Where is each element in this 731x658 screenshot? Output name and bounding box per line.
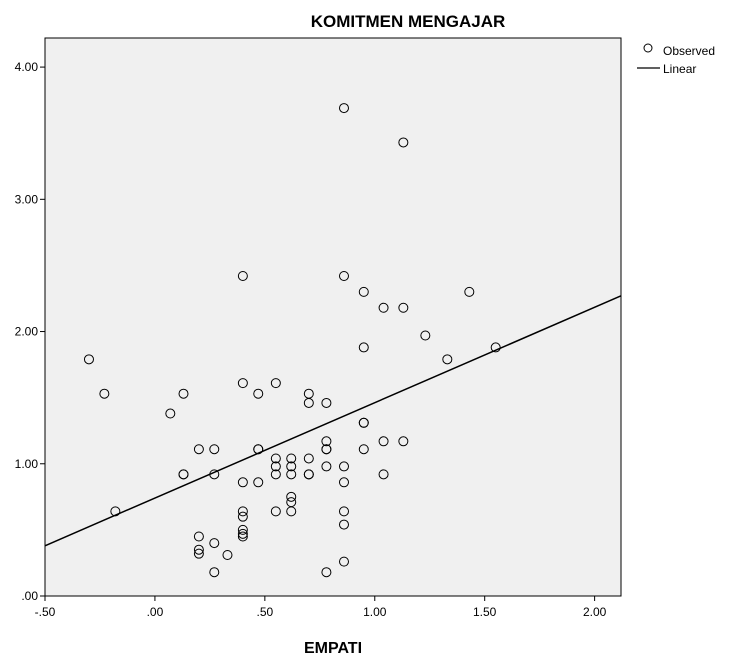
data-point (193, 444, 204, 455)
data-point (193, 544, 204, 555)
data-point (303, 453, 314, 464)
data-point (178, 388, 189, 399)
y-tick-label: 3.00 (15, 192, 39, 206)
data-point (286, 506, 297, 517)
data-point (303, 469, 314, 480)
data-point (338, 477, 349, 488)
data-point (321, 567, 332, 578)
data-point (193, 531, 204, 542)
data-point (237, 477, 248, 488)
y-tick-label: 1.00 (15, 457, 39, 471)
data-point (358, 342, 369, 353)
data-point (253, 477, 264, 488)
data-point (378, 436, 389, 447)
plot-area (44, 37, 622, 597)
data-point (398, 302, 409, 313)
data-point (286, 469, 297, 480)
y-tick-label: .00 (21, 589, 38, 603)
data-point (398, 436, 409, 447)
data-point (338, 506, 349, 517)
data-point (321, 397, 332, 408)
x-tick-label: -.50 (35, 605, 56, 619)
data-point (222, 550, 233, 561)
data-point (237, 506, 248, 517)
data-point (178, 469, 189, 480)
chart-title: KOMITMEN MENGAJAR (311, 12, 506, 31)
data-point (270, 461, 281, 472)
x-tick-label: .00 (147, 605, 164, 619)
data-point (338, 519, 349, 530)
linear-fit (44, 295, 622, 547)
legend-observed-marker-icon (643, 43, 653, 53)
data-point (237, 528, 248, 539)
data-point (358, 444, 369, 455)
data-point (338, 103, 349, 114)
data-point (321, 444, 332, 455)
data-point (209, 567, 220, 578)
data-point (209, 444, 220, 455)
data-point (338, 556, 349, 567)
x-tick-label: .50 (257, 605, 274, 619)
data-point (358, 417, 369, 428)
x-tick-label: 1.00 (363, 605, 387, 619)
regression-line (44, 295, 622, 547)
legend-linear-label: Linear (663, 62, 696, 76)
data-point (237, 511, 248, 522)
data-point (286, 491, 297, 502)
data-point (83, 354, 94, 365)
legend-observed-label: Observed (663, 44, 715, 58)
data-point (165, 408, 176, 419)
data-point (270, 378, 281, 389)
data-point (338, 271, 349, 282)
x-axis-label: EMPATI (304, 640, 362, 657)
data-point (237, 271, 248, 282)
data-point (490, 342, 501, 353)
data-point (303, 397, 314, 408)
data-point (270, 453, 281, 464)
x-tick-label: 2.00 (583, 605, 607, 619)
x-tick-label: 1.50 (473, 605, 497, 619)
x-axis: -.50 .00 .50 1.00 1.50 2.00 (35, 596, 607, 619)
data-point (237, 524, 248, 535)
data-point (270, 469, 281, 480)
data-point (358, 286, 369, 297)
data-point (378, 302, 389, 313)
y-tick-label: 4.00 (15, 60, 39, 74)
y-axis: .00 1.00 2.00 3.00 4.00 (15, 60, 45, 603)
data-point (270, 506, 281, 517)
data-point (286, 453, 297, 464)
data-point (378, 469, 389, 480)
data-point (338, 461, 349, 472)
data-point (321, 461, 332, 472)
legend: Observed Linear (637, 43, 715, 76)
data-point (420, 330, 431, 341)
data-point (237, 378, 248, 389)
y-tick-label: 2.00 (15, 325, 39, 339)
data-point (321, 436, 332, 447)
data-point (464, 286, 475, 297)
data-point (398, 137, 409, 148)
data-point (209, 538, 220, 549)
data-point (286, 461, 297, 472)
data-point (193, 548, 204, 559)
data-point (99, 388, 110, 399)
data-point (237, 531, 248, 542)
data-point (253, 388, 264, 399)
data-point (442, 354, 453, 365)
observed-points (83, 103, 501, 578)
